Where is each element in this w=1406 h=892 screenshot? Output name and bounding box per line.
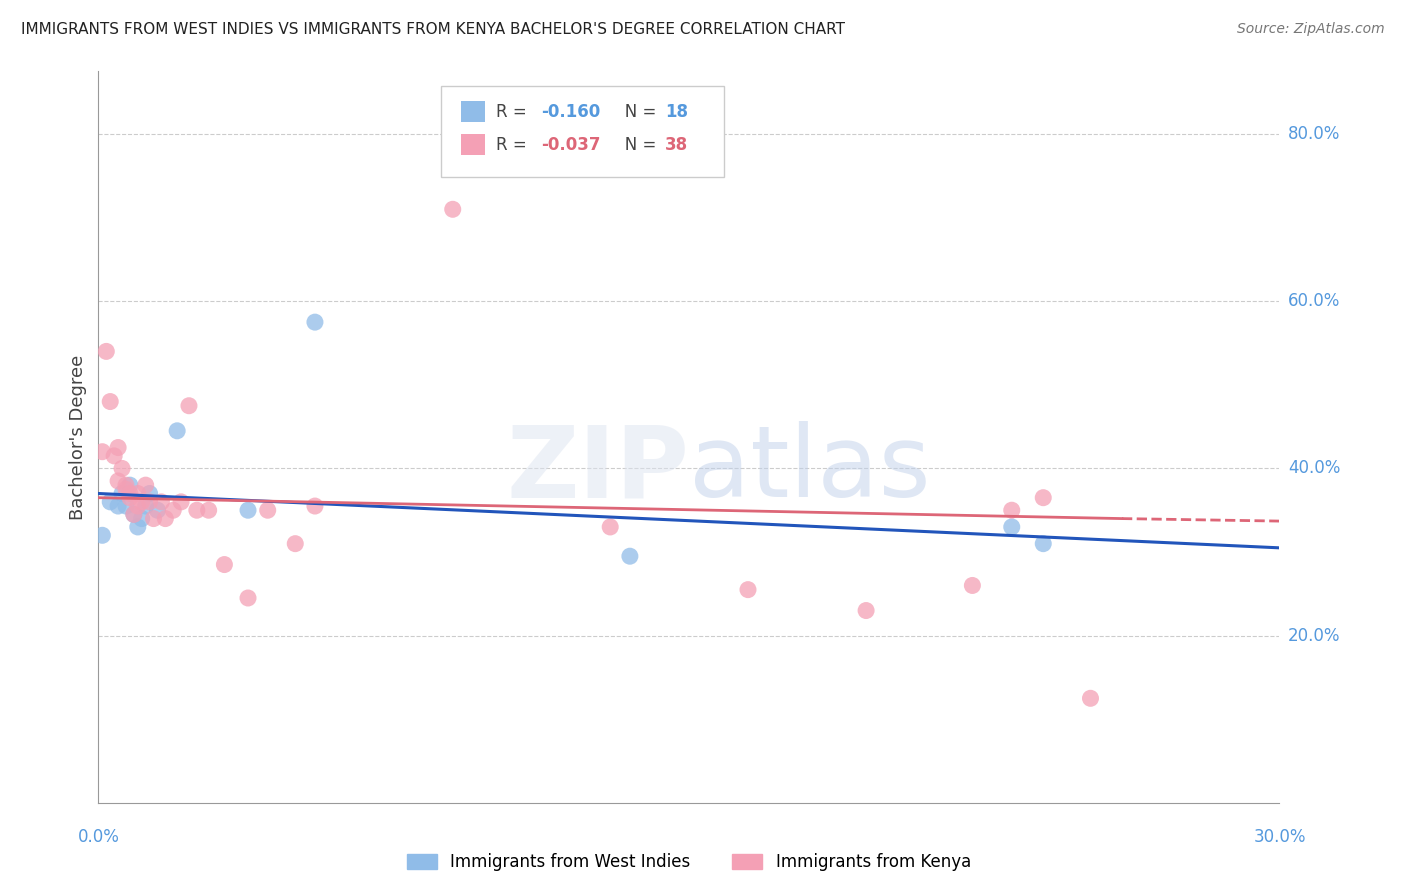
Point — [619, 549, 641, 564]
Point — [107, 441, 129, 455]
Point — [177, 399, 200, 413]
Point — [256, 503, 278, 517]
Point — [197, 503, 219, 517]
Point — [135, 499, 157, 513]
Point — [138, 486, 160, 500]
Point — [166, 424, 188, 438]
Point — [1001, 520, 1024, 534]
Point — [441, 202, 464, 217]
Point — [107, 474, 129, 488]
Text: N =: N = — [609, 103, 661, 120]
Point — [115, 478, 138, 492]
Point — [236, 591, 259, 605]
FancyBboxPatch shape — [441, 86, 724, 178]
Text: Source: ZipAtlas.com: Source: ZipAtlas.com — [1237, 22, 1385, 37]
Point — [91, 444, 114, 458]
Text: 20.0%: 20.0% — [1288, 626, 1340, 645]
Point — [98, 495, 121, 509]
Point — [111, 461, 134, 475]
Point — [98, 394, 121, 409]
Point — [962, 578, 984, 592]
Text: 80.0%: 80.0% — [1288, 125, 1340, 143]
Point — [115, 499, 138, 513]
Point — [155, 511, 177, 525]
Point — [599, 520, 621, 534]
Point — [170, 495, 193, 509]
Text: 18: 18 — [665, 103, 689, 120]
Point — [131, 495, 153, 509]
Text: R =: R = — [496, 136, 533, 153]
Point — [127, 520, 149, 534]
Text: 60.0%: 60.0% — [1288, 293, 1340, 310]
Y-axis label: Bachelor's Degree: Bachelor's Degree — [69, 354, 87, 520]
Point — [115, 483, 138, 497]
Point — [91, 528, 114, 542]
Text: N =: N = — [609, 136, 661, 153]
Point — [127, 486, 149, 500]
Point — [131, 511, 153, 525]
Point — [1080, 691, 1102, 706]
Point — [186, 503, 208, 517]
Legend: Immigrants from West Indies, Immigrants from Kenya: Immigrants from West Indies, Immigrants … — [399, 845, 979, 880]
Point — [236, 503, 259, 517]
Point — [103, 449, 125, 463]
Text: 40.0%: 40.0% — [1288, 459, 1340, 477]
Text: 0.0%: 0.0% — [77, 828, 120, 846]
Point — [122, 508, 145, 522]
Text: R =: R = — [496, 103, 533, 120]
Bar — [461, 102, 485, 122]
Point — [284, 536, 307, 550]
Point — [150, 495, 173, 509]
Point — [111, 486, 134, 500]
Text: atlas: atlas — [689, 422, 931, 518]
Point — [127, 499, 149, 513]
Point — [162, 503, 184, 517]
Text: ZIP: ZIP — [506, 422, 689, 518]
Point — [118, 486, 141, 500]
Point — [214, 558, 236, 572]
Point — [1001, 503, 1024, 517]
Point — [304, 499, 326, 513]
Point — [304, 315, 326, 329]
Point — [122, 508, 145, 522]
Text: -0.037: -0.037 — [541, 136, 600, 153]
Point — [135, 478, 157, 492]
Point — [855, 603, 877, 617]
Point — [118, 478, 141, 492]
Point — [146, 503, 169, 517]
Point — [1032, 491, 1054, 505]
Point — [118, 491, 141, 505]
Point — [96, 344, 118, 359]
Text: -0.160: -0.160 — [541, 103, 600, 120]
Point — [107, 499, 129, 513]
Text: 38: 38 — [665, 136, 689, 153]
Text: IMMIGRANTS FROM WEST INDIES VS IMMIGRANTS FROM KENYA BACHELOR'S DEGREE CORRELATI: IMMIGRANTS FROM WEST INDIES VS IMMIGRANT… — [21, 22, 845, 37]
Point — [737, 582, 759, 597]
Point — [1032, 536, 1054, 550]
Bar — [461, 135, 485, 154]
Text: 30.0%: 30.0% — [1253, 828, 1306, 846]
Point — [138, 495, 160, 509]
Point — [142, 511, 165, 525]
